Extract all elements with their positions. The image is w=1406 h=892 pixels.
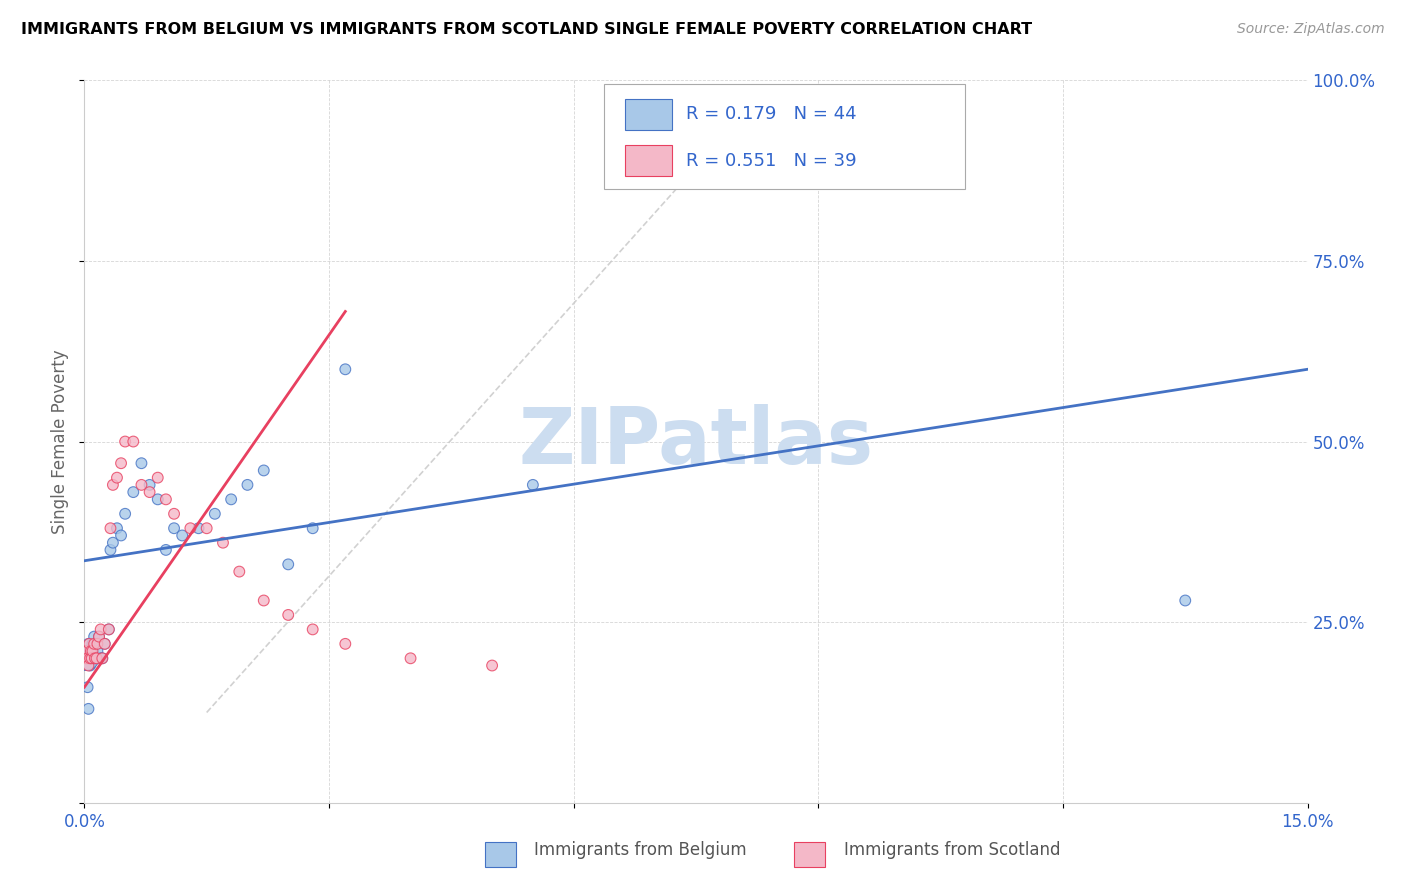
Point — [80, 651, 103, 665]
Point — [277, 558, 299, 572]
Point — [80, 644, 103, 658]
Point — [77, 651, 100, 665]
Point — [77, 637, 100, 651]
Point — [522, 478, 544, 492]
Y-axis label: Single Female Poverty: Single Female Poverty — [51, 350, 69, 533]
Point — [80, 651, 103, 665]
Point — [79, 651, 101, 665]
Point — [179, 521, 201, 535]
Point — [77, 658, 100, 673]
Point — [83, 630, 105, 644]
Point — [131, 456, 153, 470]
Point — [399, 651, 422, 665]
Point — [228, 565, 250, 579]
Point — [114, 507, 136, 521]
Text: IMMIGRANTS FROM BELGIUM VS IMMIGRANTS FROM SCOTLAND SINGLE FEMALE POVERTY CORREL: IMMIGRANTS FROM BELGIUM VS IMMIGRANTS FR… — [21, 22, 1032, 37]
Point — [83, 637, 105, 651]
Point — [110, 456, 132, 470]
Point — [481, 658, 503, 673]
Point — [1174, 593, 1197, 607]
Point — [82, 644, 104, 658]
Point — [105, 521, 128, 535]
Text: Immigrants from Scotland: Immigrants from Scotland — [844, 840, 1060, 858]
Point — [80, 644, 103, 658]
Point — [131, 478, 153, 492]
Point — [75, 651, 97, 665]
FancyBboxPatch shape — [626, 99, 672, 129]
Point — [76, 644, 98, 658]
Point — [76, 651, 98, 665]
Point — [93, 637, 115, 651]
Point — [301, 521, 323, 535]
Point — [97, 623, 120, 637]
Point — [122, 485, 145, 500]
Text: Immigrants from Belgium: Immigrants from Belgium — [534, 840, 747, 858]
Point — [110, 528, 132, 542]
Point — [76, 651, 98, 665]
Point — [195, 521, 218, 535]
Point — [212, 535, 235, 549]
Text: ZIPatlas: ZIPatlas — [519, 403, 873, 480]
Text: Source: ZipAtlas.com: Source: ZipAtlas.com — [1237, 22, 1385, 37]
Point — [76, 680, 98, 694]
Point — [277, 607, 299, 622]
Point — [100, 542, 122, 557]
Point — [82, 637, 104, 651]
Text: R = 0.551   N = 39: R = 0.551 N = 39 — [686, 152, 856, 169]
Point — [138, 478, 160, 492]
Point — [301, 623, 323, 637]
Point — [76, 644, 98, 658]
Point — [146, 492, 169, 507]
Point — [114, 434, 136, 449]
Point — [77, 637, 100, 651]
Point — [204, 507, 226, 521]
Point — [76, 651, 98, 665]
Point — [86, 651, 108, 665]
Point — [253, 593, 276, 607]
Point — [77, 702, 100, 716]
Point — [84, 651, 107, 665]
Point — [187, 521, 209, 535]
Point — [219, 492, 242, 507]
Point — [335, 362, 357, 376]
Point — [105, 470, 128, 484]
Point — [335, 637, 357, 651]
Point — [75, 651, 97, 665]
Point — [138, 485, 160, 500]
Point — [93, 637, 115, 651]
Point — [86, 644, 108, 658]
Point — [163, 521, 186, 535]
Point — [236, 478, 259, 492]
Text: R = 0.179   N = 44: R = 0.179 N = 44 — [686, 105, 856, 123]
Point — [91, 651, 114, 665]
Point — [91, 651, 114, 665]
Point — [122, 434, 145, 449]
Point — [101, 478, 124, 492]
Point — [146, 470, 169, 484]
Point — [97, 623, 120, 637]
Point — [86, 637, 108, 651]
FancyBboxPatch shape — [626, 145, 672, 176]
Point — [90, 623, 112, 637]
Point — [172, 528, 194, 542]
Point — [90, 651, 112, 665]
Point — [163, 507, 186, 521]
Point — [86, 637, 108, 651]
Point — [100, 521, 122, 535]
Point — [79, 658, 101, 673]
Point — [253, 463, 276, 477]
Point — [101, 535, 124, 549]
Point — [75, 651, 97, 665]
FancyBboxPatch shape — [605, 84, 965, 189]
Point — [87, 630, 110, 644]
Point — [84, 651, 107, 665]
Point — [155, 542, 177, 557]
Point — [155, 492, 177, 507]
Point — [87, 630, 110, 644]
